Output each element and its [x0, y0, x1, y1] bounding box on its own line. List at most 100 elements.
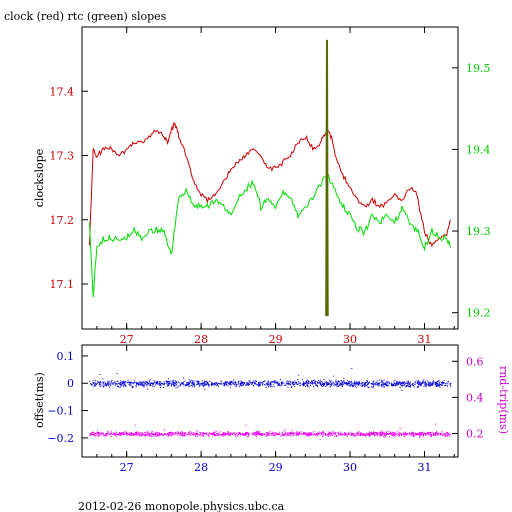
- scatter-point: [443, 379, 445, 381]
- scatter-point: [349, 381, 351, 383]
- scatter-point: [238, 432, 240, 434]
- scatter-point: [183, 383, 185, 385]
- scatter-point: [105, 435, 107, 437]
- scatter-point: [142, 385, 144, 387]
- scatter-point: [141, 384, 143, 386]
- scatter-point: [179, 433, 181, 435]
- scatter-point: [375, 382, 377, 384]
- scatter-point: [446, 384, 448, 386]
- scatter-point: [300, 431, 302, 433]
- scatter-point: [396, 381, 398, 383]
- scatter-point: [307, 385, 309, 386]
- scatter-point: [389, 436, 390, 437]
- scatter-point: [232, 381, 234, 383]
- scatter-point: [168, 383, 170, 384]
- scatter-point: [427, 433, 429, 435]
- scatter-point: [120, 433, 122, 435]
- scatter-point: [119, 383, 121, 385]
- scatter-point: [130, 432, 132, 434]
- scatter-point: [109, 434, 111, 435]
- scatter-point: [326, 381, 328, 383]
- scatter-point: [382, 432, 383, 434]
- scatter-point: [437, 435, 439, 437]
- scatter-point: [231, 434, 233, 436]
- scatter-point: [99, 382, 101, 384]
- scatter-point: [125, 385, 127, 387]
- scatter-point: [306, 434, 308, 436]
- scatter-point: [340, 380, 342, 382]
- scatter-point: [412, 435, 414, 437]
- scatter-point: [181, 434, 183, 436]
- scatter-point: [439, 386, 441, 388]
- scatter-point: [327, 436, 329, 437]
- scatter-point: [120, 382, 121, 384]
- scatter-point: [198, 384, 200, 386]
- scatter-point: [239, 431, 241, 433]
- scatter-point: [223, 383, 224, 385]
- scatter-point: [221, 435, 223, 437]
- scatter-point: [324, 381, 326, 383]
- scatter-point: [420, 385, 422, 387]
- scatter-point: [242, 381, 244, 383]
- scatter-point: [223, 433, 225, 435]
- scatter-point: [155, 431, 157, 433]
- y-tick-label: 17.2: [50, 214, 75, 227]
- scatter-point: [395, 383, 397, 385]
- scatter-point: [372, 433, 374, 435]
- scatter-point: [364, 385, 366, 387]
- scatter-point: [208, 386, 210, 388]
- scatter-point: [155, 382, 157, 384]
- scatter-point: [248, 435, 250, 436]
- scatter-point: [434, 433, 436, 435]
- scatter-point: [378, 383, 380, 385]
- scatter-point: [327, 434, 329, 435]
- scatter-point: [162, 383, 164, 385]
- scatter-point: [340, 383, 342, 385]
- scatter-point: [221, 434, 223, 436]
- scatter-point: [129, 381, 131, 383]
- bottom-left-y-axis: −0.2−0.100.1: [47, 350, 88, 445]
- scatter-point: [92, 433, 94, 435]
- scatter-point: [323, 379, 325, 380]
- scatter-point: [401, 433, 402, 435]
- scatter-point: [370, 434, 372, 436]
- scatter-point: [169, 381, 171, 383]
- scatter-point: [238, 433, 240, 435]
- scatter-point: [119, 432, 121, 434]
- scatter-point: [290, 381, 291, 383]
- scatter-point: [143, 385, 145, 387]
- scatter-point: [130, 383, 132, 385]
- scatter-point: [397, 431, 399, 433]
- scatter-point: [222, 432, 224, 434]
- scatter-point: [386, 385, 388, 387]
- scatter-point: [395, 435, 397, 437]
- x-tick-label: 27: [120, 333, 134, 346]
- scatter-point: [381, 430, 383, 432]
- scatter-point: [367, 386, 369, 388]
- scatter-point: [264, 384, 265, 386]
- scatter-point: [347, 381, 349, 383]
- scatter-point: [163, 387, 165, 388]
- scatter-point: [333, 382, 335, 384]
- scatter-point: [244, 434, 246, 436]
- scatter-point: [424, 385, 426, 387]
- scatter-point: [189, 432, 191, 434]
- scatter-point: [219, 383, 221, 385]
- scatter-point: [347, 384, 349, 386]
- scatter-point: [241, 382, 243, 384]
- scatter-point: [324, 384, 325, 385]
- scatter-point: [95, 383, 97, 385]
- scatter-point: [234, 382, 236, 384]
- scatter-point: [196, 433, 198, 435]
- scatter-point: [406, 383, 408, 385]
- scatter-point: [144, 383, 146, 385]
- scatter-point: [167, 381, 169, 383]
- scatter-point: [345, 432, 347, 434]
- scatter-point: [330, 432, 331, 434]
- scatter-point: [398, 382, 400, 384]
- scatter-point: [425, 386, 427, 388]
- scatter-point: [293, 434, 295, 436]
- scatter-point: [337, 380, 339, 382]
- scatter-point: [381, 384, 383, 386]
- scatter-point: [129, 382, 131, 384]
